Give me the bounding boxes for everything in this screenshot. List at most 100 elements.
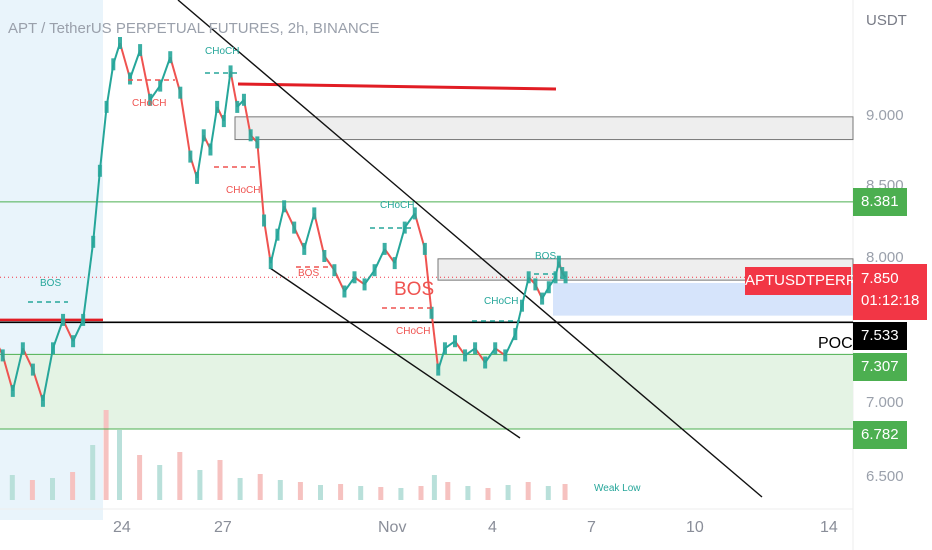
volume-bar bbox=[103, 410, 109, 500]
price-candle bbox=[221, 115, 226, 128]
price-candle bbox=[503, 349, 508, 362]
price-candle bbox=[560, 267, 565, 280]
price-candle bbox=[51, 342, 55, 355]
price-candle bbox=[493, 342, 498, 355]
price-candle bbox=[412, 207, 417, 220]
price-candle bbox=[473, 342, 478, 355]
red-resistance-line bbox=[237, 82, 557, 91]
volume-bar bbox=[525, 482, 531, 500]
price-candle bbox=[208, 143, 213, 156]
price-candle bbox=[436, 363, 441, 376]
price-candle bbox=[275, 228, 280, 241]
price-candle bbox=[71, 335, 76, 348]
volume-bar bbox=[562, 484, 568, 500]
price-candle bbox=[40, 394, 45, 407]
price-candle bbox=[392, 257, 397, 270]
price-segment bbox=[256, 142, 266, 221]
time-axis: 24 27 Nov 4 7 10 14 bbox=[113, 519, 838, 536]
volume-bar bbox=[177, 452, 183, 500]
bos-label-mid: BOS bbox=[298, 268, 319, 279]
volume-bar bbox=[117, 430, 122, 500]
level-tag-7307: 7.307 bbox=[853, 353, 907, 381]
x-tick-4: 4 bbox=[488, 519, 497, 536]
chart-title: APT / TetherUS PERPETUAL FUTURES, 2h, BI… bbox=[8, 20, 380, 37]
symbol-tag: APTUSDTPERP bbox=[745, 267, 856, 295]
volume-bar bbox=[29, 480, 35, 500]
trend-channel bbox=[177, 0, 763, 498]
volume-bar bbox=[545, 486, 551, 500]
price-segment bbox=[430, 312, 440, 370]
price-candle bbox=[91, 235, 96, 248]
price-candle bbox=[372, 264, 377, 277]
price-candle bbox=[168, 51, 173, 64]
volume-bar bbox=[237, 478, 243, 500]
y-tick-9000: 9.000 bbox=[866, 107, 904, 124]
price-candle bbox=[556, 255, 561, 268]
volume-bar bbox=[50, 478, 55, 500]
volume-bar bbox=[9, 475, 15, 500]
price-candle bbox=[241, 93, 246, 106]
price-candle bbox=[422, 242, 427, 255]
choch-label-4: CHoCH bbox=[380, 200, 414, 211]
price-candle bbox=[429, 306, 434, 319]
price-segment bbox=[313, 213, 326, 257]
price-candle bbox=[138, 44, 143, 57]
x-tick-27: 27 bbox=[214, 519, 232, 536]
volume-bar bbox=[70, 472, 76, 500]
volume-bar bbox=[217, 460, 223, 500]
structure-annotations bbox=[28, 72, 556, 322]
price-candle bbox=[188, 150, 193, 163]
volume-bar bbox=[445, 482, 451, 500]
price-candle bbox=[382, 242, 387, 255]
price-segment bbox=[263, 220, 272, 264]
price-candle bbox=[0, 349, 5, 362]
volume-layer bbox=[9, 410, 568, 500]
y-tick-6500: 6.500 bbox=[866, 468, 904, 485]
weak-low-label: Weak Low bbox=[594, 483, 641, 494]
price-candle bbox=[228, 65, 233, 78]
level-tag-8381: 8.381 bbox=[853, 188, 907, 216]
x-tick-nov: Nov bbox=[378, 519, 406, 536]
currency-unit: USDT bbox=[866, 12, 907, 29]
y-tick-8000: 8.000 bbox=[866, 249, 904, 266]
volume-bar bbox=[277, 480, 283, 500]
bos-label-right: BOS bbox=[535, 251, 556, 262]
choch-label-5: CHoCH bbox=[396, 326, 430, 337]
volume-bar bbox=[505, 485, 511, 500]
channel-lower-line bbox=[269, 267, 521, 439]
poc-label: POC bbox=[818, 335, 853, 352]
price-candle bbox=[248, 129, 253, 142]
price-candle bbox=[262, 214, 267, 227]
volume-bar bbox=[90, 445, 96, 500]
price-candle bbox=[292, 221, 297, 234]
price-candle bbox=[61, 313, 66, 326]
price-candle bbox=[104, 100, 109, 113]
countdown: 01:12:18 bbox=[861, 292, 920, 309]
price-series bbox=[0, 37, 568, 407]
volume-bar bbox=[431, 475, 437, 500]
price-candle bbox=[483, 356, 488, 369]
x-tick-10: 10 bbox=[686, 519, 704, 536]
x-tick-24: 24 bbox=[113, 519, 131, 536]
x-tick-7: 7 bbox=[587, 519, 596, 536]
volume-bar bbox=[157, 465, 163, 500]
x-tick-14: 14 bbox=[820, 519, 838, 536]
price-segment bbox=[98, 106, 108, 171]
price-candle bbox=[268, 257, 273, 270]
price-segment bbox=[423, 248, 433, 313]
price-candle bbox=[118, 37, 122, 49]
price-candle bbox=[235, 100, 240, 113]
volume-bar bbox=[418, 486, 424, 500]
y-tick-7000: 7.000 bbox=[866, 394, 904, 411]
price-segment bbox=[82, 241, 95, 321]
choch-label-6: CHoCH bbox=[484, 296, 518, 307]
price-candle bbox=[255, 136, 260, 149]
price-candle bbox=[352, 271, 357, 284]
current-price-tag: 7.850 01:12:18 bbox=[853, 264, 927, 320]
volume-bar bbox=[358, 486, 364, 500]
price-candle bbox=[553, 271, 558, 284]
price-candle bbox=[563, 271, 568, 284]
price-segment bbox=[139, 49, 152, 100]
price-candle bbox=[546, 281, 551, 294]
volume-bar bbox=[257, 474, 263, 500]
